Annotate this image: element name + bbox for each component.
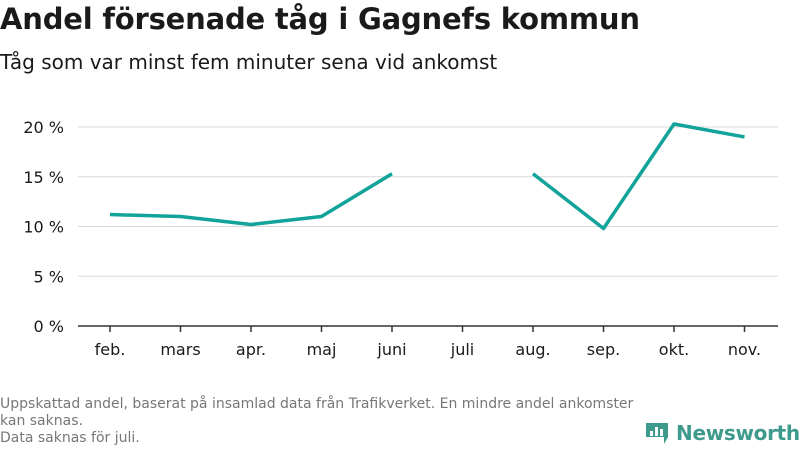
footnote: Uppskattad andel, baserat på insamlad da… [0,396,640,447]
x-tick-label: feb. [95,340,126,359]
footnote-missing-data: Data saknas för juli. [0,430,140,446]
y-tick-label: 15 % [23,168,64,187]
y-axis-ticks: 0 % 5 % 10 % 15 % 20 % [23,118,64,336]
y-tick-label: 10 % [23,218,64,237]
chart-subtitle: Tåg som var minst fem minuter sena vid a… [0,50,498,74]
x-axis-ticks: feb. mars apr. maj juni juli aug. sep. okt. nov. [95,326,761,359]
bar-chart-logo-icon [646,423,668,444]
x-tick-label: okt. [659,340,689,359]
line-chart: 0 % 5 % 10 % 15 % 20 % feb. mars apr. maj juni ju… [23,118,778,359]
y-tick-label: 5 % [34,267,64,286]
series-line-segment [109,172,393,227]
brand-logo: Newsworthy [644,420,800,446]
chart-title: Andel försenade tåg i Gagnefs kommun [0,2,640,36]
x-tick-label: sep. [587,340,620,359]
x-tick-label: juni [376,340,406,359]
footnote-source: Uppskattad andel, baserat på insamlad da… [0,396,634,429]
x-tick-label: nov. [728,340,761,359]
x-tick-label: apr. [236,340,266,359]
series-lines [109,122,745,231]
grid-lines [78,126,778,277]
x-tick-label: juli [450,340,474,359]
x-tick-label: aug. [515,340,550,359]
series-line-segment [531,122,745,231]
y-tick-label: 0 % [34,317,64,336]
x-tick-label: mars [160,340,200,359]
y-tick-label: 20 % [23,118,64,137]
x-tick-label: maj [307,340,337,359]
brand-name: Newsworthy [676,421,800,445]
